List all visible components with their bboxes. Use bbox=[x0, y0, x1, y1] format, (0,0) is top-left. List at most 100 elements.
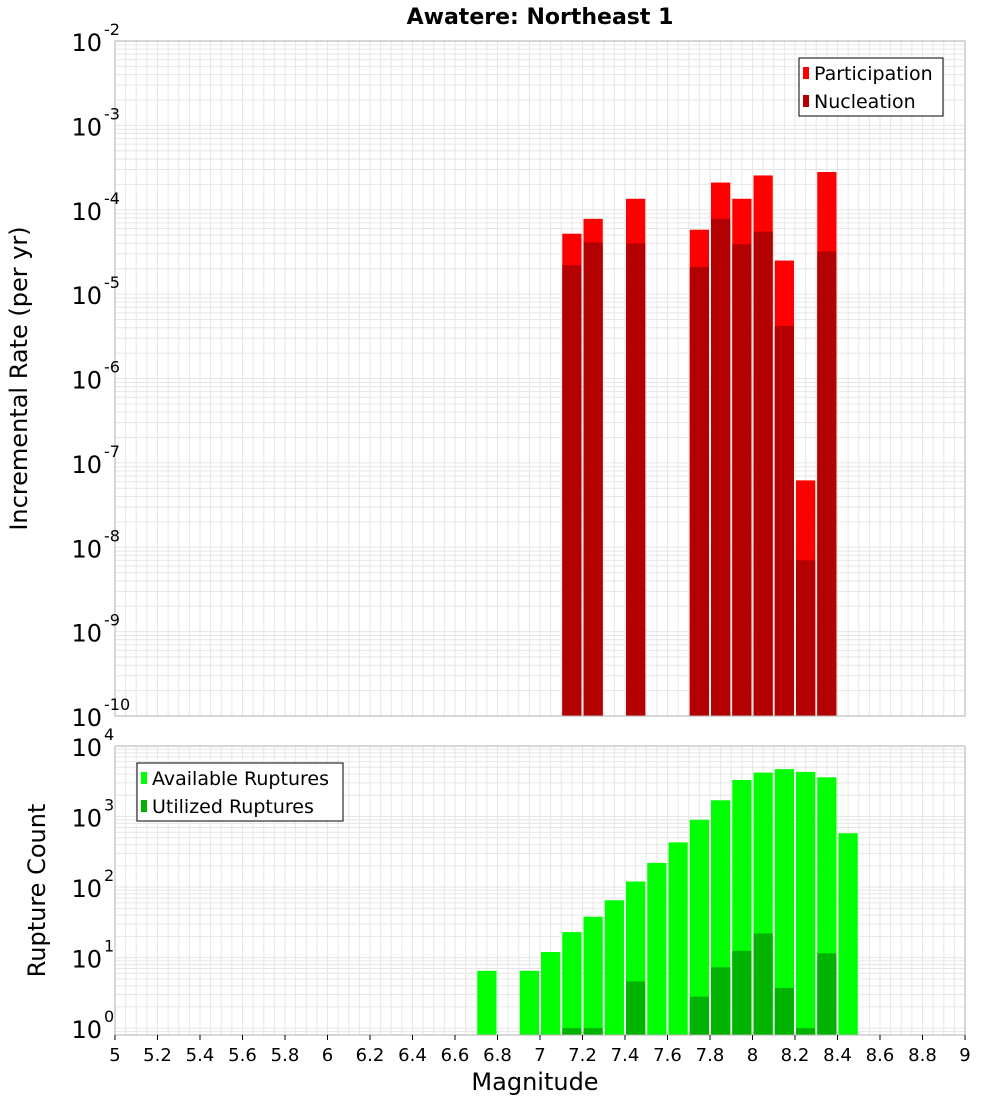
bar bbox=[774, 769, 794, 1035]
y-tick-label: 10 bbox=[71, 805, 102, 833]
y-tick-exponent: 4 bbox=[104, 725, 114, 744]
bars bbox=[562, 172, 837, 717]
y-tick-exponent: 1 bbox=[104, 937, 114, 956]
x-tick-label: 5.4 bbox=[186, 1045, 215, 1066]
y-tick-exponent: -10 bbox=[104, 695, 130, 714]
x-tick-label: 9 bbox=[959, 1045, 970, 1066]
bar bbox=[796, 771, 816, 1035]
y-tick-label: 10 bbox=[71, 875, 102, 903]
x-tick-label: 6 bbox=[322, 1045, 333, 1066]
grid bbox=[115, 41, 965, 716]
x-tick-label: 8 bbox=[747, 1045, 758, 1066]
bar bbox=[562, 1028, 582, 1035]
y-tick-exponent: -4 bbox=[104, 189, 120, 208]
bar bbox=[774, 988, 794, 1035]
x-tick-label: 6.4 bbox=[398, 1045, 427, 1066]
x-tick-label: 8.8 bbox=[908, 1045, 937, 1066]
plot-frame bbox=[114, 40, 966, 717]
x-tick-label: 8.2 bbox=[781, 1045, 810, 1066]
y-tick-exponent: -9 bbox=[104, 611, 120, 630]
bar bbox=[689, 266, 709, 716]
legend-label: Available Ruptures bbox=[152, 768, 329, 790]
y-tick-exponent: 2 bbox=[104, 866, 114, 885]
x-axis-label: Magnitude bbox=[471, 1068, 598, 1096]
y-tick-label: 10 bbox=[71, 113, 102, 141]
x-tick-label: 5.2 bbox=[143, 1045, 172, 1066]
x-tick-label: 7.8 bbox=[696, 1045, 725, 1066]
bar bbox=[604, 900, 624, 1035]
bar bbox=[583, 916, 603, 1035]
x-tick-label: 5.8 bbox=[271, 1045, 300, 1066]
bar bbox=[477, 970, 497, 1035]
x-tick-label: 7.4 bbox=[611, 1045, 640, 1066]
bar bbox=[626, 981, 646, 1035]
y-tick-label: 10 bbox=[71, 535, 102, 563]
bar bbox=[626, 243, 646, 717]
x-ticks: 5 5.2 5.4 5.6 5.8 6 6.2 6.4 6.6 6.8 7 7.2 7.4 7.6 7.8 8… bbox=[109, 1035, 971, 1066]
bar bbox=[753, 231, 773, 716]
y-tick-label: 10 bbox=[71, 367, 102, 395]
bar bbox=[817, 953, 837, 1035]
y-tick-exponent: -5 bbox=[104, 273, 120, 292]
bar bbox=[732, 244, 752, 717]
bar bbox=[519, 970, 539, 1035]
y-tick-label: 10 bbox=[71, 29, 102, 57]
x-tick-label: 7.2 bbox=[568, 1045, 597, 1066]
bar bbox=[838, 833, 858, 1035]
legend-swatch bbox=[141, 800, 147, 812]
y-tick-label: 10 bbox=[71, 282, 102, 310]
x-tick-label: 8.4 bbox=[823, 1045, 852, 1066]
bar bbox=[774, 325, 794, 716]
y-tick-label: 10 bbox=[71, 734, 102, 762]
bar bbox=[583, 1028, 603, 1035]
bar bbox=[562, 265, 582, 716]
bar bbox=[796, 1028, 816, 1035]
x-tick-label: 5 bbox=[109, 1045, 120, 1066]
legend-label: Participation bbox=[814, 63, 933, 85]
y-tick-label: 10 bbox=[71, 451, 102, 479]
x-tick-label: 6.6 bbox=[441, 1045, 470, 1066]
bar bbox=[753, 933, 773, 1035]
bar bbox=[668, 842, 688, 1035]
y-axis-label: Rupture Count bbox=[23, 804, 51, 978]
x-tick-label: 7 bbox=[534, 1045, 545, 1066]
bar bbox=[647, 862, 667, 1035]
bar bbox=[541, 952, 561, 1035]
y-tick-label: 10 bbox=[71, 946, 102, 974]
legend-swatch bbox=[141, 772, 147, 784]
bar bbox=[817, 251, 837, 716]
x-tick-label: 7.6 bbox=[653, 1045, 682, 1066]
y-tick-exponent: -6 bbox=[104, 358, 120, 377]
x-tick-label: 8.6 bbox=[866, 1045, 895, 1066]
y-tick-exponent: -8 bbox=[104, 526, 120, 545]
legend-swatch bbox=[803, 67, 809, 79]
y-tick-exponent: -2 bbox=[104, 20, 120, 39]
x-tick-label: 6.2 bbox=[356, 1045, 385, 1066]
legend: Participation Nucleation bbox=[798, 57, 944, 117]
bar bbox=[562, 932, 582, 1035]
bars bbox=[477, 769, 858, 1035]
y-tick-label: 10 bbox=[71, 620, 102, 648]
x-tick-label: 6.8 bbox=[483, 1045, 512, 1066]
y-tick-exponent: -3 bbox=[104, 104, 120, 123]
bar bbox=[689, 819, 709, 1035]
bar bbox=[689, 996, 709, 1035]
bar bbox=[711, 967, 731, 1035]
y-tick-label: 10 bbox=[71, 704, 102, 732]
series-utilized-ruptures bbox=[562, 933, 837, 1035]
legend-box bbox=[798, 57, 944, 117]
y-axis-label: Incremental Rate (per yr) bbox=[5, 226, 33, 530]
bar bbox=[796, 560, 816, 716]
bar bbox=[732, 950, 752, 1035]
legend-box bbox=[136, 762, 344, 822]
y-tick-exponent: 3 bbox=[104, 796, 114, 815]
y-tick-exponent: 0 bbox=[104, 1007, 114, 1026]
legend-label: Utilized Ruptures bbox=[152, 796, 314, 818]
y-tick-label: 10 bbox=[71, 198, 102, 226]
legend-label: Nucleation bbox=[814, 91, 916, 113]
